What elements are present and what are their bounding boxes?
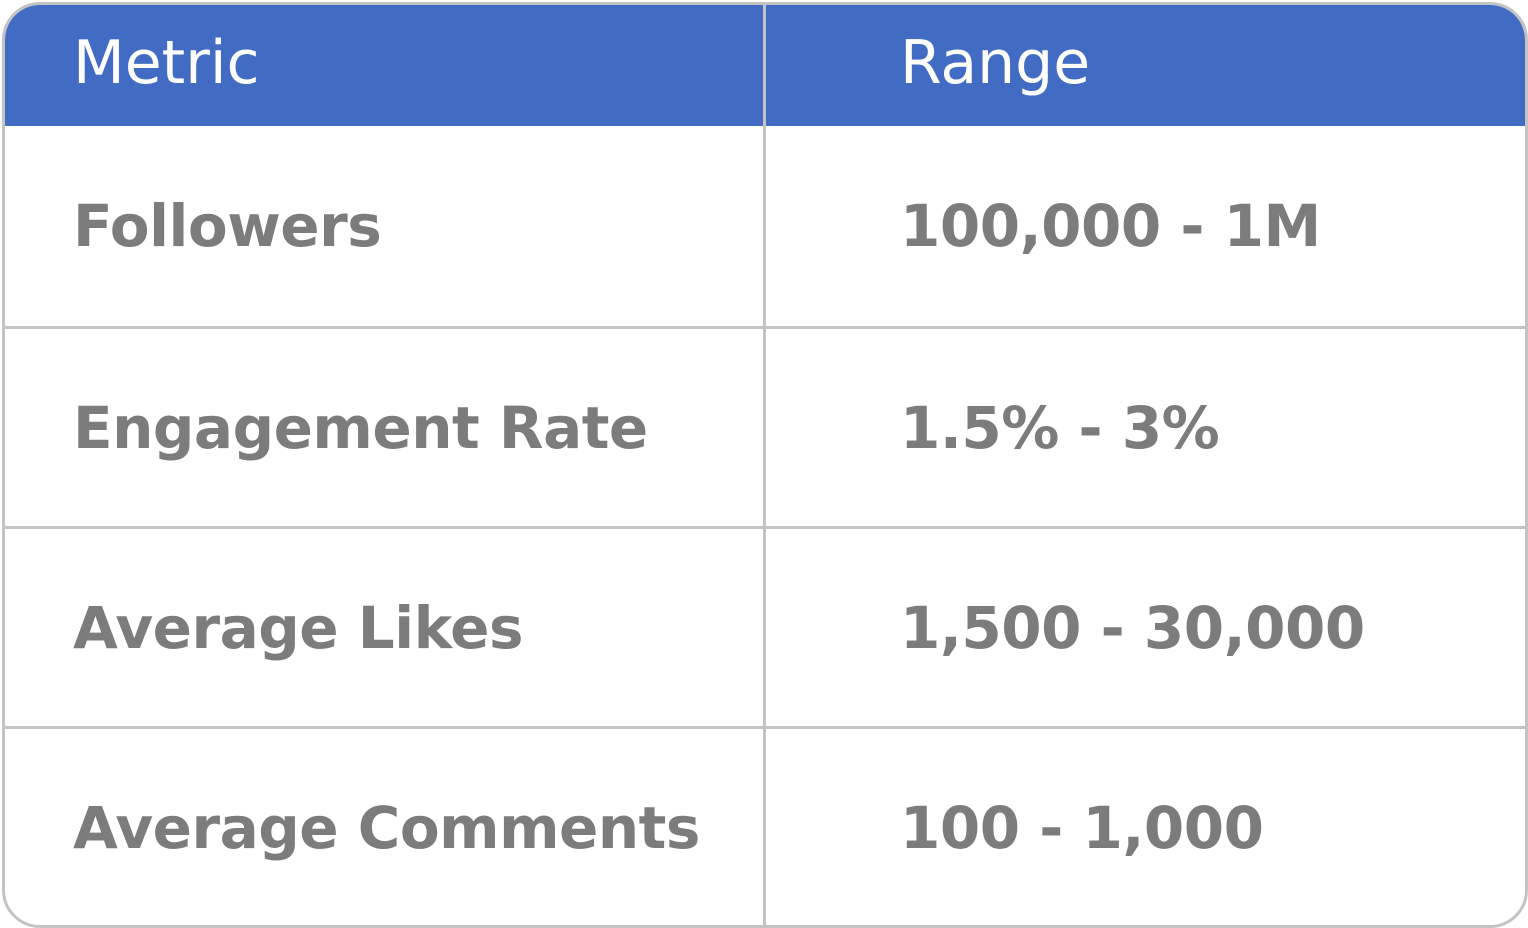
table-row: Average Likes 1,500 - 30,000 (5, 526, 1525, 726)
header-cell-range: Range (900, 27, 1091, 98)
table-cell-range: 100,000 - 1M (900, 192, 1321, 260)
table-cell-metric: Average Likes (5, 529, 766, 726)
table-row: Engagement Rate 1.5% - 3% (5, 326, 1525, 526)
header-cell-metric: Metric (5, 5, 766, 126)
table-cell-metric: Engagement Rate (5, 329, 766, 526)
table-row: Average Comments 100 - 1,000 (5, 726, 1525, 925)
table-cell-range: 100 - 1,000 (900, 793, 1264, 862)
table-cell-metric: Followers (5, 126, 766, 326)
table-header-row: Metric Range (5, 5, 1525, 126)
table-row: Followers 100,000 - 1M (5, 126, 1525, 326)
table-cell-range: 1.5% - 3% (900, 393, 1220, 462)
table-cell-metric: Average Comments (5, 729, 766, 925)
table-cell-range: 1,500 - 30,000 (900, 593, 1365, 662)
